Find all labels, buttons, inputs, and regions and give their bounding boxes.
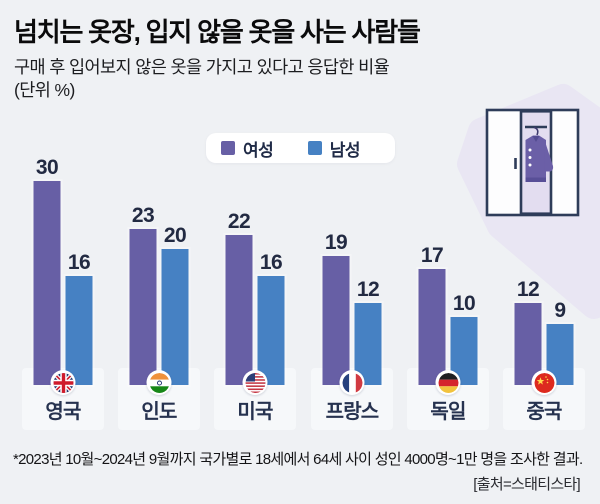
value-label-male: 16	[259, 251, 283, 275]
legend-item-male: 남성	[307, 136, 361, 161]
value-label-male: 20	[163, 223, 187, 247]
subtitle-line: 구매 후 입어보지 않은 옷을 가지고 있다고 응답한 비율	[14, 57, 390, 77]
value-label-female: 23	[131, 203, 155, 227]
flag-usa-icon	[242, 370, 268, 395]
male-swatch-icon	[307, 141, 322, 155]
source-credit: [출처=스태티스타]	[473, 476, 580, 493]
value-label-male: 9	[554, 298, 566, 322]
jacket-icon	[525, 126, 554, 182]
bar-female	[320, 253, 352, 388]
country-column-usa: 22 16	[214, 155, 296, 430]
bar-male	[159, 247, 191, 387]
country-label: 중국	[526, 401, 562, 423]
legend-item-female: 여성	[221, 136, 274, 161]
bar-female	[127, 226, 159, 388]
bar-female	[416, 267, 448, 387]
page-title: 넘치는 옷장, 입지 않을 옷을 사는 사람들	[14, 17, 421, 47]
value-label-female: 17	[420, 244, 444, 268]
country-label: 프랑스	[325, 401, 380, 423]
bar-pair: 17 10	[416, 244, 480, 387]
bar-male	[255, 274, 287, 387]
value-label-male: 16	[67, 251, 91, 275]
value-label-female: 30	[35, 155, 59, 179]
bar-male	[63, 274, 95, 387]
value-label-male: 12	[356, 278, 380, 302]
country-label: 영국	[45, 401, 81, 423]
country-column-france: 19 12 프랑스	[311, 155, 393, 430]
female-swatch-icon	[221, 141, 235, 155]
legend-label-female: 여성	[243, 140, 274, 160]
country-column-india: 23 20 인도	[118, 155, 200, 430]
wardrobe-illustration	[457, 84, 600, 319]
flag-china-icon	[531, 370, 557, 395]
value-label-female: 22	[227, 210, 251, 234]
country-label: 미국	[237, 401, 273, 423]
legend: 여성 남성	[206, 133, 395, 163]
country-label: 인도	[141, 401, 177, 423]
legend-label-male: 남성	[329, 140, 361, 160]
flag-france-icon	[339, 370, 365, 395]
bar-female	[31, 179, 63, 387]
country-label: 독일	[430, 401, 466, 423]
country-column-uk: 30 16 영국	[22, 155, 104, 430]
bar-pair: 12 9	[512, 278, 576, 388]
country-column-germany: 17 10 독일	[407, 155, 489, 430]
bar-pair: 19 12	[320, 230, 384, 388]
bar-pair: 23 20	[127, 203, 191, 388]
bar-pair: 30 16	[31, 155, 95, 387]
footnote: *2023년 10월~2024년 9월까지 국가별로 18세에서 64세 사이 …	[13, 451, 583, 468]
unit-note: (단위 %)	[14, 79, 75, 100]
value-label-female: 19	[324, 230, 348, 254]
bar-pair: 22 16	[223, 210, 287, 387]
page-subtitle: 구매 후 입어보지 않은 옷을 가지고 있다고 응답한 비율 (단위 %)	[14, 56, 390, 102]
value-label-male: 10	[452, 291, 476, 315]
flag-germany-icon	[435, 370, 461, 395]
value-label-female: 12	[516, 278, 540, 302]
flag-india-icon	[146, 370, 172, 395]
bar-female	[223, 233, 255, 387]
country-column-china: 12 9 중국	[503, 155, 585, 430]
flag-uk-icon	[50, 370, 76, 395]
wardrobe-icon	[485, 108, 580, 217]
